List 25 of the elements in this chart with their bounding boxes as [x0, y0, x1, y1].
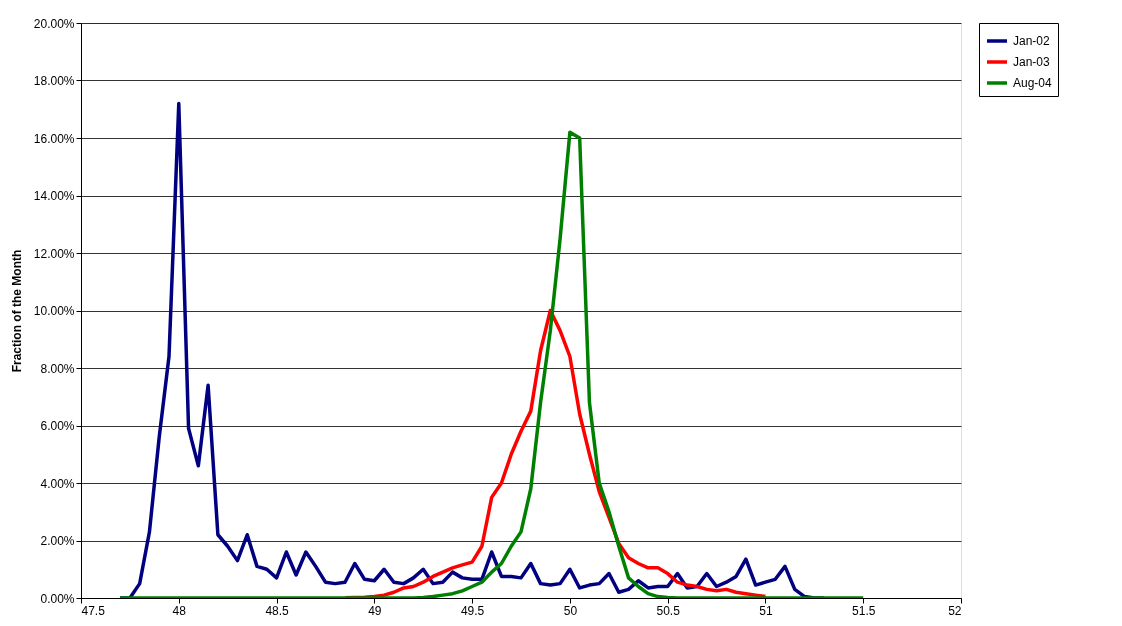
- y-tick-label: 4.00%: [40, 476, 75, 491]
- y-tick-label: 20.00%: [33, 16, 75, 31]
- legend-label: Jan-03: [1013, 55, 1051, 69]
- x-tick-label: 52: [948, 603, 962, 618]
- x-tick-label: 49: [368, 603, 382, 618]
- y-tick-label: 2.00%: [40, 534, 75, 548]
- y-tick-label: 8.00%: [40, 361, 75, 376]
- x-tick-label: 48.5: [265, 603, 290, 618]
- x-tick-label: 49.5: [460, 603, 485, 618]
- y-tick-label: 14.00%: [33, 189, 75, 203]
- x-tick-label: 48: [172, 603, 187, 618]
- legend-label: Jan-02: [1013, 34, 1051, 48]
- y-tick-label: 6.00%: [40, 419, 75, 433]
- y-tick-label: 10.00%: [33, 304, 75, 318]
- y-tick-label: 18.00%: [33, 74, 75, 88]
- y-tick-label: 12.00%: [33, 246, 75, 261]
- x-tick-label: 51: [759, 603, 773, 618]
- y-axis-title: Fraction of the Month: [9, 249, 24, 373]
- x-tick-label: 47.5: [81, 603, 106, 618]
- x-tick-label: 51.5: [852, 603, 876, 618]
- y-tick-label: 16.00%: [33, 131, 75, 146]
- x-tick-label: 50.5: [656, 603, 681, 618]
- x-tick-label: 50: [563, 603, 578, 618]
- y-tick-label: 0.00%: [40, 591, 75, 606]
- legend-label: Aug-04: [1013, 76, 1053, 90]
